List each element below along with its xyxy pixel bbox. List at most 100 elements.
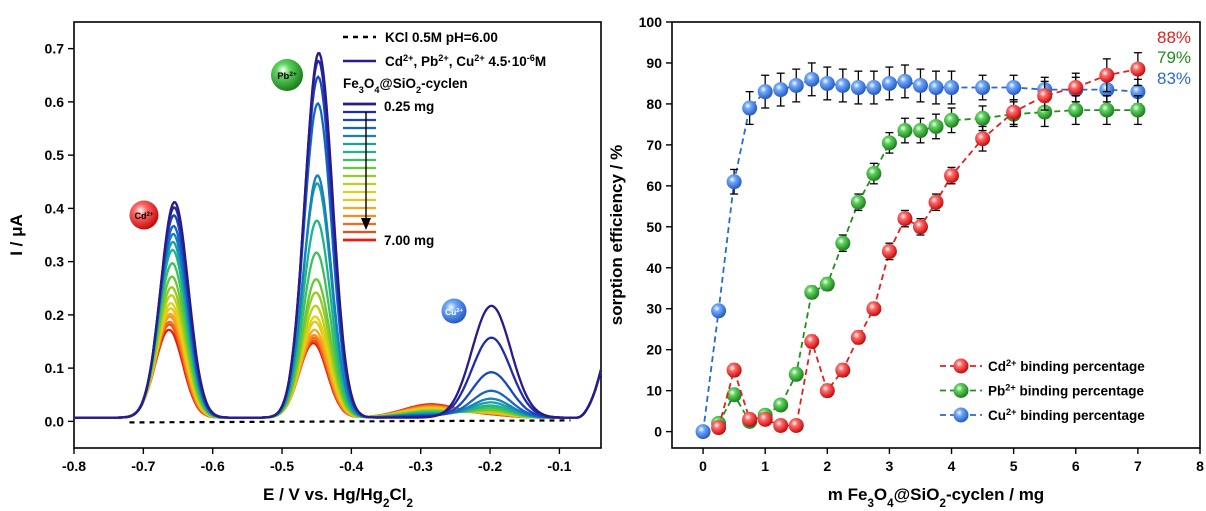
data-point [1130,61,1146,77]
left-x-tick-label: -0.8 [62,458,86,474]
pb-badge: Pb2+ [271,59,303,91]
left-y-axis-label: I / μA [7,214,26,256]
data-point [1068,80,1084,96]
sorption-efficiency-chart: 0 1 2 3 4 5 6 7 8 0 10 20 30 40 50 60 70 80 90 100 m Fe3O4… [607,14,1204,510]
data-point [835,362,851,378]
data-point [975,110,991,126]
data-point [850,80,866,96]
data-point [711,420,727,436]
data-point [866,301,882,317]
data-point [1099,67,1115,83]
legend-label: Cu2+ binding percentage [988,407,1145,423]
right-y-ticks: 0 10 20 30 40 50 60 70 80 90 100 [639,14,672,440]
right-x-tick-label: 1 [761,458,769,474]
data-point [866,80,882,96]
series-line [717,109,1138,424]
voltammogram-chart: -0.8 -0.7 -0.6 -0.5 -0.4 -0.3 -0.2 -0.1 0.00.10… [7,21,603,510]
right-legend: Cd2+ binding percentage Pb2+ binding perc… [940,358,1145,423]
series-line [717,68,1139,428]
data-point [912,219,928,235]
data-point [1037,88,1053,104]
right-x-tick-label: 4 [948,458,956,474]
data-point [773,397,789,413]
right-y-tick-label: 80 [646,96,662,112]
right-x-tick-label: 5 [1010,458,1018,474]
left-x-tick-label: -0.7 [131,458,155,474]
data-point [1006,104,1022,120]
data-point [850,194,866,210]
data-point [711,303,727,319]
final-percentage-label: 83% [1157,69,1191,88]
data-point [804,334,820,349]
right-y-tick-label: 40 [646,260,662,276]
data-point [773,82,789,98]
left-x-tick-label: -0.6 [201,458,225,474]
data-point [975,80,991,96]
data-point [850,329,866,345]
right-y-tick-label: 90 [646,55,662,71]
gradient-end-label: 7.00 mg [384,233,434,248]
left-x-axis-label: E / V vs. Hg/Hg2Cl2 [263,485,413,510]
data-point [742,100,758,116]
data-point [773,417,789,433]
data-point [1037,104,1053,120]
right-y-tick-label: 50 [646,219,662,235]
data-point [881,243,897,259]
voltammogram-curves [74,52,603,424]
data-point [788,417,804,433]
svg-text:Cd2+: Cd2+ [135,211,154,222]
data-point [742,411,758,427]
data-point [726,174,742,190]
data-point [944,112,960,128]
final-percentage-label: 88% [1157,28,1191,47]
data-point [928,118,944,134]
left-y-tick-label: 0.6 [45,94,65,110]
data-point [757,84,773,100]
sorption-series [695,52,1146,440]
data-point [897,123,913,139]
left-x-tick-label: -0.4 [339,458,363,474]
data-point [788,366,804,382]
data-point [1068,102,1084,118]
left-y-tick-label: 0.5 [45,147,65,163]
left-x-tick-label: -0.5 [270,458,294,474]
right-y-tick-label: 60 [646,178,662,194]
data-point [928,80,944,96]
data-point [804,71,820,87]
data-point [695,424,711,440]
right-x-ticks: 0 1 2 3 4 5 6 7 8 [699,448,1204,474]
right-y-tick-label: 30 [646,301,662,317]
data-point [1006,80,1022,96]
legend-marker [953,383,969,398]
data-point [819,276,835,292]
series-cd [711,52,1146,436]
legend-label: Pb2+ binding percentage [988,383,1145,399]
legend-label: Cd2+ binding percentage [988,358,1145,374]
right-x-tick-label: 6 [1072,458,1080,474]
data-point [897,73,913,89]
right-plot-frame [671,21,1201,449]
right-y-tick-label: 100 [639,14,663,30]
right-x-tick-label: 7 [1134,458,1142,474]
final-percentage-label: 79% [1157,48,1191,67]
data-point [835,77,851,93]
data-point [928,194,944,210]
right-y-tick-label: 20 [646,342,662,358]
legend-ions-label: Cd2+, Pb2+, Cu2+ 4.5·10-6M [385,53,546,69]
svg-text:Pb2+: Pb2+ [277,71,297,83]
data-point [897,211,913,227]
data-point [944,168,960,184]
data-point [881,135,897,151]
data-point [1099,102,1115,118]
data-point [881,75,897,91]
right-x-tick-label: 3 [886,458,894,474]
data-point [726,387,742,403]
right-y-tick-label: 0 [654,424,662,440]
data-point [835,235,851,251]
data-point [1130,102,1146,118]
gradient-arrow-head [361,218,371,230]
left-x-ticks: -0.8 -0.7 -0.6 -0.5 -0.4 -0.3 -0.2 -0.1 [62,448,572,474]
left-y-tick-label: 0.7 [45,41,65,57]
gradient-start-label: 0.25 mg [384,99,434,114]
